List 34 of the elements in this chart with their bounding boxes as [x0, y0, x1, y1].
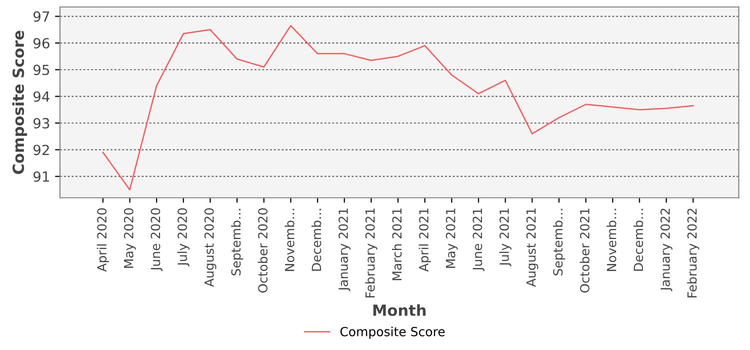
x-tick-label: August 2021: [526, 208, 538, 287]
x-tick-label: October 2020: [258, 208, 268, 293]
x-tick-label: January 2022: [660, 208, 672, 292]
x-tick-label: Decemb…: [312, 208, 322, 271]
y-tick-label: 96: [33, 38, 50, 48]
x-tick-label: February 2022: [687, 208, 700, 298]
x-tick-label: April 2020: [96, 208, 109, 272]
x-tick-label: July 2021: [499, 208, 512, 266]
x-tick-label: October 2021: [580, 208, 590, 293]
y-tick-label: 91: [33, 171, 49, 182]
y-axis-title: Composite Score: [12, 30, 28, 174]
y-tick-label: 95: [33, 64, 50, 76]
x-tick-label: May 2020: [124, 208, 136, 268]
x-tick-label: February 2021: [365, 208, 378, 298]
x-tick-label: Novemb…: [284, 208, 294, 271]
x-tick-label: Novemb…: [606, 208, 616, 271]
y-tick-label: 94: [33, 91, 50, 102]
x-tick-label: August 2020: [204, 208, 216, 287]
y-tick-label: 93: [33, 118, 50, 129]
x-tick-label: May 2021: [446, 208, 458, 268]
x-axis-title: Month: [373, 304, 426, 316]
x-tick-label: January 2021: [338, 208, 350, 292]
x-tick-label: Septemb…: [552, 208, 566, 276]
x-tick-label: Septemb…: [231, 208, 244, 276]
x-tick-label: March 2021: [392, 208, 402, 280]
y-tick-label: 97: [33, 11, 50, 22]
x-tick-label: July 2020: [177, 208, 190, 266]
line-series: [102, 25, 694, 190]
x-tick-label: Decemb…: [633, 208, 644, 271]
x-tick-label: April 2021: [418, 208, 431, 272]
x-tick-label: June 2021: [472, 208, 484, 272]
y-tick-label: 92: [33, 144, 49, 156]
legend-label: Composite Score: [340, 326, 445, 339]
x-tick-label: June 2020: [150, 208, 163, 272]
